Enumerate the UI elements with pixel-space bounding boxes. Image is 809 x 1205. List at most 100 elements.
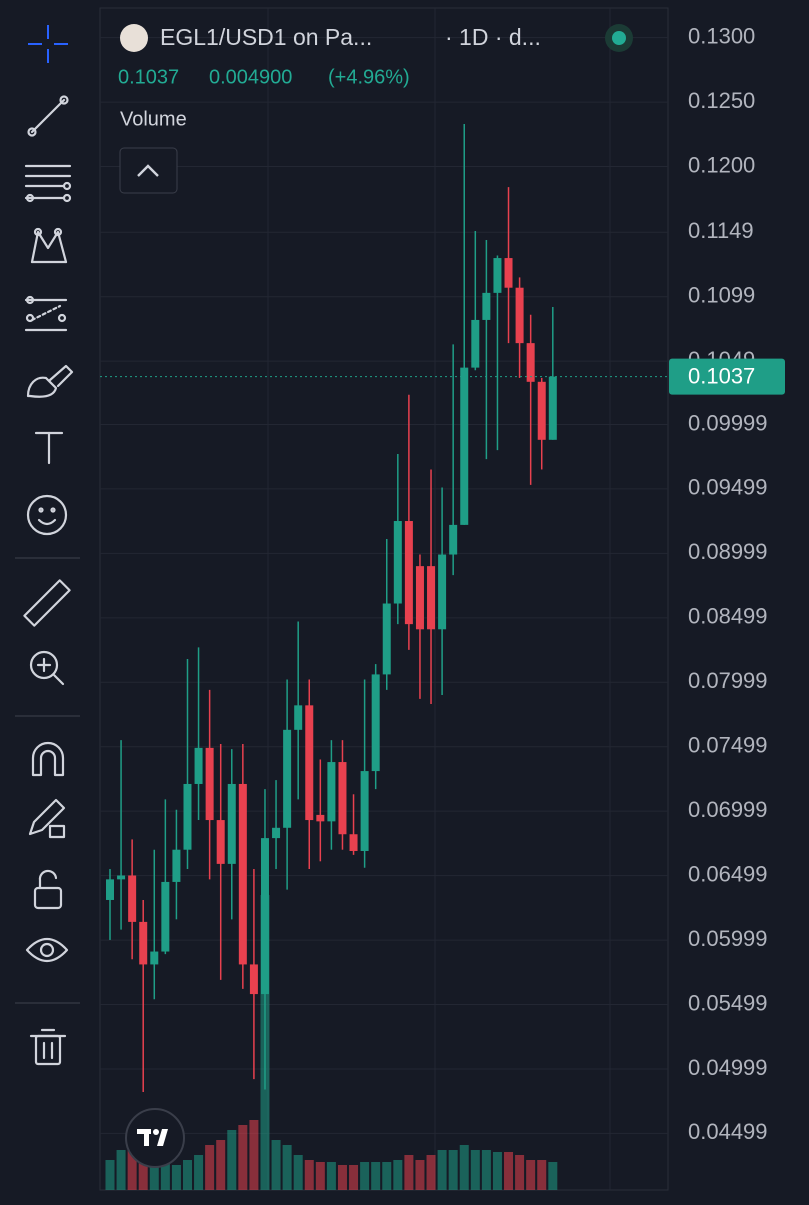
candle-body [526, 343, 535, 382]
pattern-tool[interactable] [30, 227, 68, 264]
volume-bar [548, 1162, 558, 1190]
volume-bar [194, 1155, 204, 1190]
tv-logo[interactable] [125, 1108, 185, 1168]
y-tick-label: 0.08499 [688, 604, 768, 629]
y-tick-label: 0.06999 [688, 797, 768, 822]
candle-body [305, 705, 314, 821]
symbol-logo [120, 24, 148, 52]
volume-label: Volume [120, 108, 187, 130]
y-tick-label: 0.04999 [688, 1055, 768, 1080]
candle-body [438, 554, 447, 630]
emoji-tool[interactable] [26, 494, 68, 536]
delete-tool[interactable] [29, 1028, 67, 1066]
volume-bar [382, 1162, 392, 1190]
last-price-label: 0.1037 [688, 363, 755, 388]
volume-bar [360, 1162, 370, 1190]
candle-body [327, 762, 336, 822]
zoom-tool[interactable] [29, 650, 65, 686]
legend-change-percent: (+4.96%) [328, 66, 410, 88]
y-tick-label: 0.07999 [688, 668, 768, 693]
volume-bar [171, 1165, 181, 1190]
volume-bar [415, 1160, 425, 1190]
candle-body [238, 783, 247, 965]
volume-bar [404, 1155, 414, 1190]
y-tick-label: 0.05999 [688, 926, 768, 951]
candle-body [482, 292, 491, 320]
candle-body [515, 287, 524, 344]
candle-body [183, 783, 192, 850]
volume-bar [349, 1165, 359, 1190]
candle-body [382, 603, 391, 675]
candle-body [404, 521, 413, 625]
volume-bar [216, 1140, 226, 1190]
text-tool[interactable] [34, 431, 64, 465]
candle-body [471, 319, 480, 368]
volume-bar [293, 1155, 303, 1190]
volume-bar [326, 1162, 336, 1190]
crosshair-tool[interactable] [28, 25, 68, 63]
volume-bar [470, 1150, 480, 1190]
volume-bar [315, 1162, 325, 1190]
volume-bar [116, 1150, 126, 1190]
y-tick-label: 0.1099 [688, 283, 755, 308]
volume-bar [504, 1152, 514, 1190]
trendline-tool[interactable] [27, 95, 69, 137]
brush-tool[interactable] [26, 364, 74, 398]
legend-change: 0.004900 [209, 66, 292, 88]
candle-body [260, 838, 269, 995]
candle-body [316, 814, 325, 822]
candle-body [128, 875, 137, 922]
candle-body [227, 783, 236, 864]
candle-body [338, 762, 347, 835]
volume-bar [227, 1130, 237, 1190]
volume-bar [492, 1152, 502, 1190]
candle-body [415, 566, 424, 630]
candle-body [504, 258, 513, 288]
candle-body [249, 964, 258, 995]
ruler-tool[interactable] [23, 579, 71, 627]
magnet-tool[interactable] [31, 741, 65, 777]
candle-body [194, 747, 203, 784]
tv-logo-mark [137, 1129, 168, 1146]
volume-bar [371, 1162, 381, 1190]
candle-body [272, 827, 281, 839]
candle-body [449, 524, 458, 555]
volume-bar [537, 1160, 547, 1190]
volume-bar [282, 1145, 292, 1190]
collapse-icon [137, 164, 159, 177]
fib-tool[interactable] [24, 164, 72, 203]
grid [100, 8, 668, 1190]
volume-bar [426, 1155, 436, 1190]
y-tick-label: 0.07499 [688, 733, 768, 758]
symbol-name: EGL1/USD1 on Pa... [160, 24, 372, 50]
candle-body [360, 771, 369, 851]
y-tick-label: 0.06499 [688, 861, 768, 886]
candle-body [172, 849, 181, 882]
volume-bar [160, 1160, 170, 1190]
candle-body [427, 566, 436, 630]
collapse-button[interactable] [119, 147, 178, 194]
volume-bar [205, 1145, 215, 1190]
candle-body [371, 674, 380, 772]
candle-body [106, 879, 114, 900]
y-tick-label: 0.09499 [688, 475, 768, 500]
lock-draw-tool[interactable] [28, 798, 66, 839]
y-tick-label: 0.09999 [688, 410, 768, 435]
visibility-tool[interactable] [25, 937, 69, 963]
candle-body [216, 820, 225, 864]
lock-tool[interactable] [33, 869, 63, 910]
candle-body [150, 951, 159, 965]
candle-body [349, 834, 358, 851]
forecast-tool[interactable] [24, 295, 68, 332]
volume-bar [481, 1150, 491, 1190]
candle-body [294, 705, 303, 730]
volume-bar [526, 1160, 536, 1190]
toolbar [15, 25, 80, 1066]
y-tick-label: 0.1149 [688, 218, 754, 243]
volume-bar [249, 1120, 259, 1190]
volume-bar [304, 1160, 314, 1190]
y-tick-label: 0.08999 [688, 539, 768, 564]
volume-bar [393, 1160, 403, 1190]
candle-body [537, 381, 546, 440]
